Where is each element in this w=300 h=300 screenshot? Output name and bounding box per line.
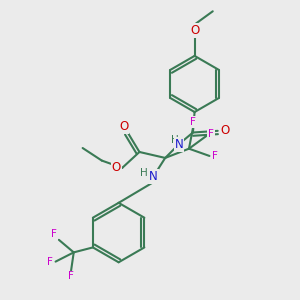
Text: F: F <box>47 256 52 267</box>
Text: O: O <box>112 161 121 174</box>
Text: H: H <box>171 135 179 145</box>
Text: O: O <box>190 24 199 37</box>
Text: H: H <box>140 168 148 178</box>
Text: F: F <box>208 130 214 140</box>
Text: F: F <box>51 229 57 239</box>
Text: F: F <box>212 151 218 161</box>
Text: O: O <box>119 120 128 134</box>
Text: F: F <box>68 272 74 281</box>
Text: F: F <box>190 117 196 127</box>
Text: N: N <box>149 169 158 183</box>
Text: O: O <box>220 124 230 137</box>
Text: N: N <box>175 138 183 151</box>
